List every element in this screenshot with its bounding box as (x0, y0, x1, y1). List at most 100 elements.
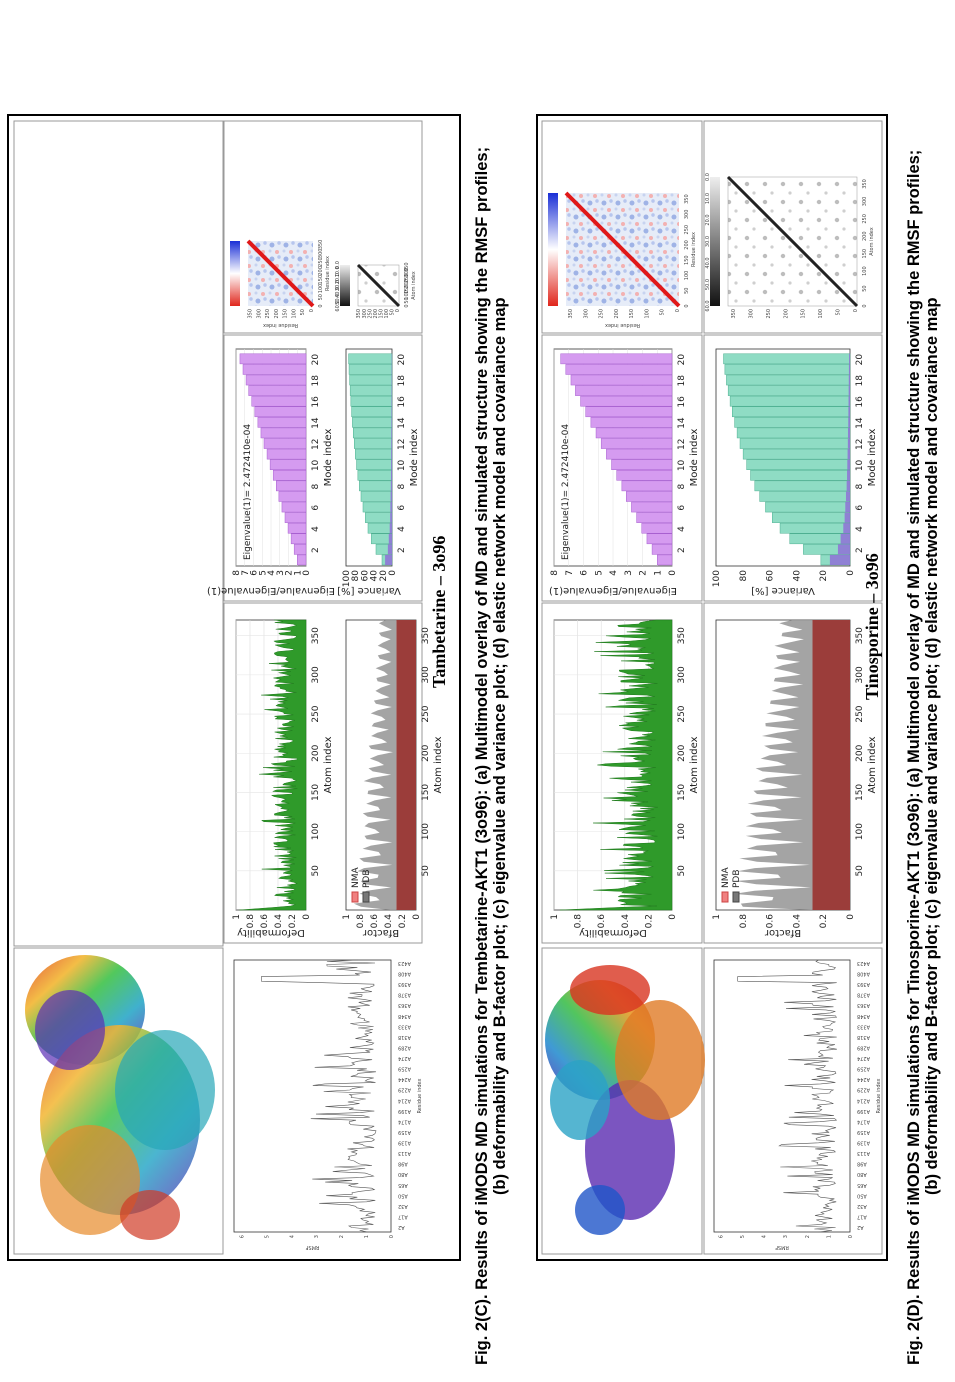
y-tick-label: 2 (285, 570, 295, 576)
x-tick-label: 350 (855, 627, 865, 644)
covariance-colorbar (548, 193, 558, 306)
eigen-bar (631, 501, 673, 513)
y-tick-label: 40 (370, 570, 380, 582)
variance-individual-bar (391, 406, 393, 417)
x-tick-label: 200 (311, 744, 321, 761)
variance-cumulative-bar (349, 374, 393, 386)
x-tick-label: 2 (855, 547, 865, 553)
x-axis-label: Atom index (869, 227, 875, 256)
enm-plot-d: 60.0 50.0 40.0 30.0 20.0 10.0 0.0 00 50 50 100 100 1… (705, 173, 875, 319)
x-tick-label: A2 (857, 1224, 864, 1230)
y-tick-label: 250 (367, 309, 373, 319)
eigen-bar (590, 417, 673, 428)
variance-cumulative-bar (750, 469, 851, 481)
x-tick-label: 2 (397, 547, 407, 553)
eigen-bar (600, 438, 673, 449)
eigen-bar (266, 448, 307, 460)
variance-individual-bar (840, 533, 850, 544)
x-tick-label: A32 (857, 1203, 867, 1209)
variance-individual-bar (849, 353, 850, 364)
y-tick-label: 300 (362, 309, 368, 319)
y-tick-label: 0.2 (644, 914, 654, 928)
variance-individual-bar (847, 449, 850, 460)
y-tick-label: 5 (264, 1235, 270, 1238)
y-tick-label: 250 (599, 309, 605, 319)
y-tick-label: 250 (265, 309, 271, 319)
y-axis-label: Residue index (263, 322, 298, 328)
variance-individual-bar (846, 480, 850, 491)
x-tick-label: 16 (311, 396, 321, 408)
x-tick-label: 4 (677, 526, 687, 532)
x-tick-label: 100 (855, 823, 865, 840)
x-tick-label: 100 (311, 823, 321, 840)
x-tick-label: 250 (318, 257, 324, 267)
x-tick-label: 300 (318, 249, 324, 259)
x-tick-label: 8 (677, 483, 687, 489)
x-tick-label: 16 (397, 396, 407, 408)
x-tick-label: 300 (855, 666, 865, 683)
x-tick-label: 300 (311, 666, 321, 683)
x-tick-label: A333 (857, 1023, 870, 1029)
x-axis-label: Residue index (417, 1078, 423, 1113)
x-tick-label: 4 (311, 526, 321, 532)
eigen-bar (276, 480, 307, 492)
x-axis-label: Mode index (409, 429, 420, 487)
y-tick-label: 0 (846, 570, 856, 576)
eigen-annotation: Eigenvalue(1)= 2.472410e-04 (243, 424, 253, 560)
y-tick-label: 350 (731, 309, 737, 319)
x-tick-label: 350 (677, 627, 687, 644)
plot-frame (713, 959, 851, 1233)
variance-cumulative-bar (352, 427, 393, 439)
x-tick-label: 300 (684, 210, 690, 220)
legend-pdb-label: PDB (732, 869, 742, 888)
x-tick-label: 12 (311, 439, 321, 450)
x-tick-label: 350 (318, 240, 324, 250)
x-tick-label: A113 (857, 1150, 870, 1156)
x-tick-label: 150 (318, 275, 324, 285)
eigen-bar (616, 469, 673, 481)
variance-plot-d: 0 20 40 60 80 100 2 4 6 8 10 12 14 16 18 20 Mode index Va… (712, 348, 878, 596)
eigen-bar (290, 533, 307, 545)
variance-individual-bar (847, 438, 851, 449)
y-tick-label: 350 (568, 309, 574, 319)
enm-scale-label: 40.0 (705, 257, 711, 268)
variance-cumulative-bar (350, 395, 393, 407)
x-tick-label: 250 (677, 705, 687, 722)
y-axis-label: Variance [%] (751, 585, 815, 596)
x-tick-label: 50 (677, 865, 687, 877)
x-axis-label: Residue index (325, 256, 331, 291)
y-tick-label: 2 (639, 570, 649, 576)
y-tick-label: 50 (660, 309, 666, 315)
x-tick-label: 200 (684, 240, 690, 250)
eigen-bar (260, 427, 307, 439)
covariance-plot-d: 00 50 50 100 100 150 150 200 200 250 250 300 300 350 3… (548, 191, 697, 328)
eigen-bar (641, 522, 673, 534)
x-tick-label: 8 (397, 483, 407, 489)
y-tick-label: 20 (819, 570, 829, 582)
x-tick-label: A159 (398, 1129, 411, 1135)
legend-nma-swatch (721, 891, 729, 903)
variance-cumulative-bar (723, 353, 851, 365)
x-tick-label: 100 (318, 284, 324, 294)
eigen-bar (636, 512, 673, 523)
variance-cumulative-bar (359, 480, 393, 492)
variance-cumulative-bar (348, 353, 393, 365)
x-tick-label: A289 (857, 1044, 870, 1050)
y-tick-label: 0 (846, 914, 856, 920)
y-tick-label: 0 (395, 309, 401, 312)
y-axis-label: Variance [%] (337, 585, 401, 596)
x-tick-label: 4 (855, 526, 865, 532)
x-tick-label: 20 (855, 354, 865, 366)
y-tick-label: 0 (675, 309, 681, 312)
x-tick-label: 20 (311, 354, 321, 366)
eigen-bar (595, 427, 673, 439)
x-axis-label: Atom index (411, 271, 417, 300)
y-tick-label: 0 (668, 914, 678, 920)
y-tick-label: 4 (267, 570, 277, 576)
variance-cumulative-bar (729, 395, 851, 407)
x-tick-label: 50 (311, 865, 321, 877)
y-tick-label: 3 (783, 1235, 789, 1238)
